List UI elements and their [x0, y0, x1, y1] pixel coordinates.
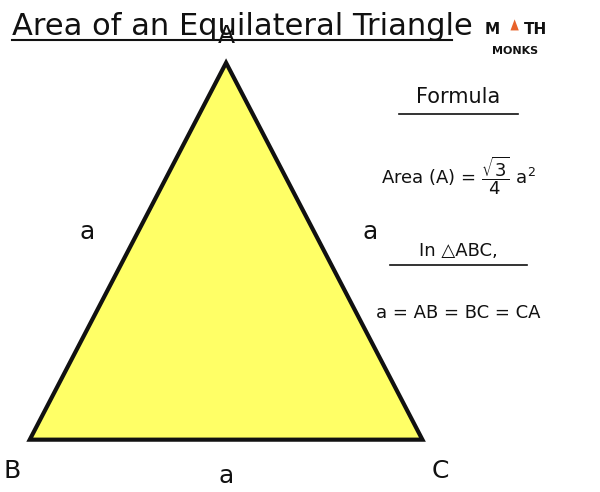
Text: a: a	[218, 464, 234, 488]
Text: C: C	[431, 459, 449, 483]
Text: a: a	[80, 220, 95, 244]
Text: B: B	[3, 459, 20, 483]
Polygon shape	[511, 19, 519, 31]
Text: In △ABC,: In △ABC,	[419, 242, 497, 260]
Text: Formula: Formula	[416, 87, 500, 107]
Text: a: a	[363, 220, 378, 244]
Text: A: A	[218, 24, 235, 48]
Text: MONKS: MONKS	[491, 46, 538, 56]
Text: TH: TH	[524, 22, 547, 37]
Text: M: M	[485, 22, 500, 37]
Polygon shape	[30, 63, 422, 440]
Text: Area (A) = $\dfrac{\sqrt{3}}{4}$ a$^{2}$: Area (A) = $\dfrac{\sqrt{3}}{4}$ a$^{2}$	[381, 154, 535, 197]
Text: Area of an Equilateral Triangle: Area of an Equilateral Triangle	[12, 12, 473, 41]
Text: a = AB = BC = CA: a = AB = BC = CA	[376, 305, 541, 322]
